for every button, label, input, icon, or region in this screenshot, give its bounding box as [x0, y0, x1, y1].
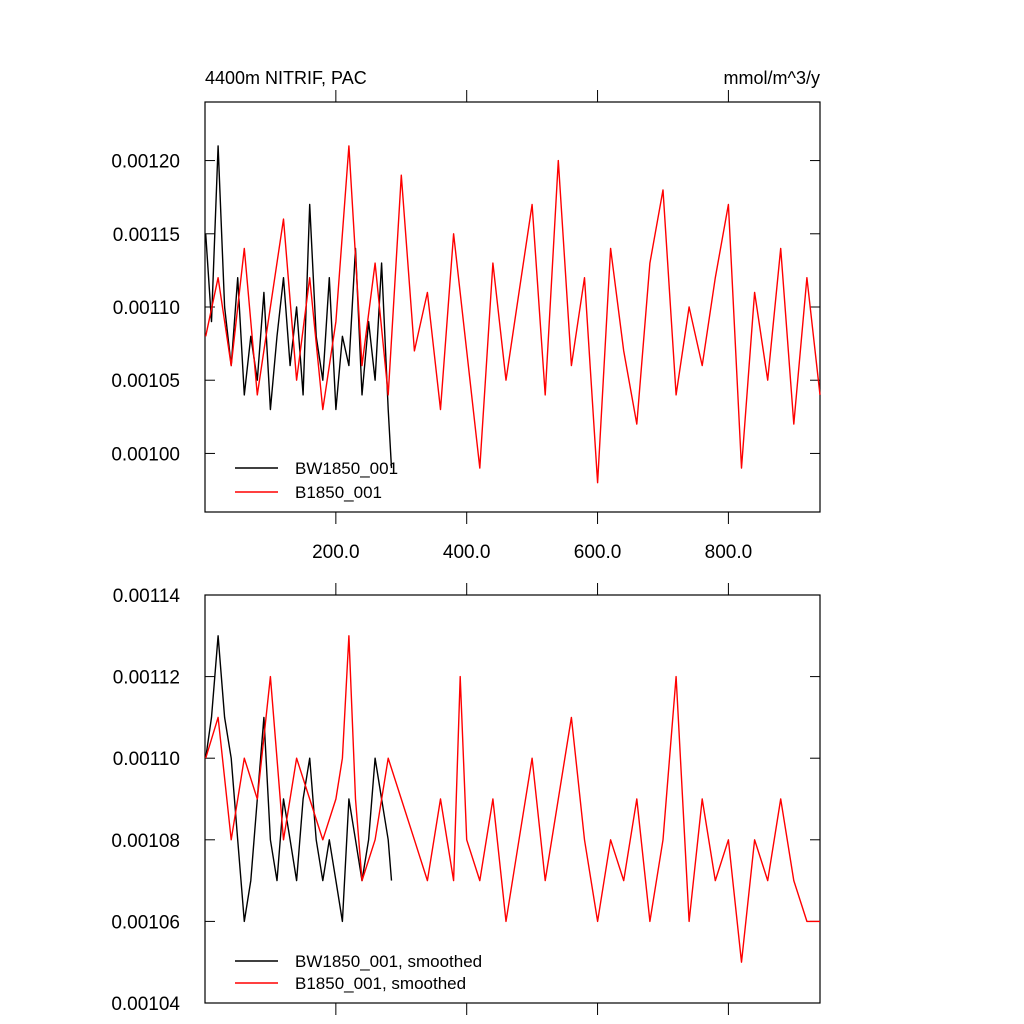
bottom-series-line-0	[205, 635, 393, 923]
bottom-y-tick-label: 0.00108	[111, 831, 180, 852]
top-y-ticks: 0.00100 0.00105 0.00110 0.00115 0.00120	[111, 152, 820, 465]
bottom-legend-label-1: B1850_001, smoothed	[295, 974, 466, 993]
top-legend: BW1850_001 B1850_001	[235, 459, 398, 502]
top-y-tick-label: 0.00110	[113, 298, 180, 319]
bottom-panel: 0.00104 0.00106 0.00108 0.00110 0.00112 0.001…	[111, 583, 821, 1015]
top-title-left: 4400m NITRIF, PAC	[205, 68, 367, 88]
top-y-tick-label: 0.00120	[111, 152, 180, 173]
bottom-legend: BW1850_001, smoothed B1850_001, smoothed	[235, 952, 482, 993]
top-x-tick-label: 400.0	[443, 542, 491, 563]
top-series	[205, 145, 821, 484]
top-title-right: mmol/m^3/y	[724, 68, 820, 88]
bottom-series-line-1	[205, 635, 820, 963]
bottom-x-ticks	[335, 583, 729, 1015]
top-x-ticks: 200.0 400.0 600.0 800.0	[312, 90, 752, 563]
top-y-tick-label: 0.00105	[111, 371, 180, 392]
bottom-y-tick-label: 0.00106	[111, 912, 180, 933]
bottom-y-tick-label: 0.00112	[113, 668, 180, 689]
top-x-tick-label: 600.0	[574, 542, 622, 563]
bottom-y-tick-label: 0.00104	[111, 994, 180, 1015]
top-series-line-0	[205, 145, 393, 469]
bottom-series	[205, 635, 820, 963]
bottom-y-ticks: 0.00104 0.00106 0.00108 0.00110 0.00112 0.001…	[111, 586, 820, 1015]
top-panel: 4400m NITRIF, PAC mmol/m^3/y 0.001000.00…	[111, 68, 821, 563]
top-x-tick-label: 800.0	[705, 542, 753, 563]
bottom-legend-label-0: BW1850_001, smoothed	[295, 952, 482, 971]
top-x-tick-label: 200.0	[312, 542, 360, 563]
bottom-y-tick-label: 0.00110	[113, 749, 180, 770]
top-y-tick-label: 0.00115	[113, 225, 180, 246]
bottom-y-tick-label: 0.00114	[113, 586, 181, 607]
top-y-tick-label: 0.00100	[111, 444, 180, 465]
top-legend-label-1: B1850_001	[295, 483, 382, 502]
top-legend-label-0: BW1850_001	[295, 459, 398, 478]
top-series-line-1	[205, 145, 821, 484]
bottom-plot-frame	[204, 594, 821, 1004]
